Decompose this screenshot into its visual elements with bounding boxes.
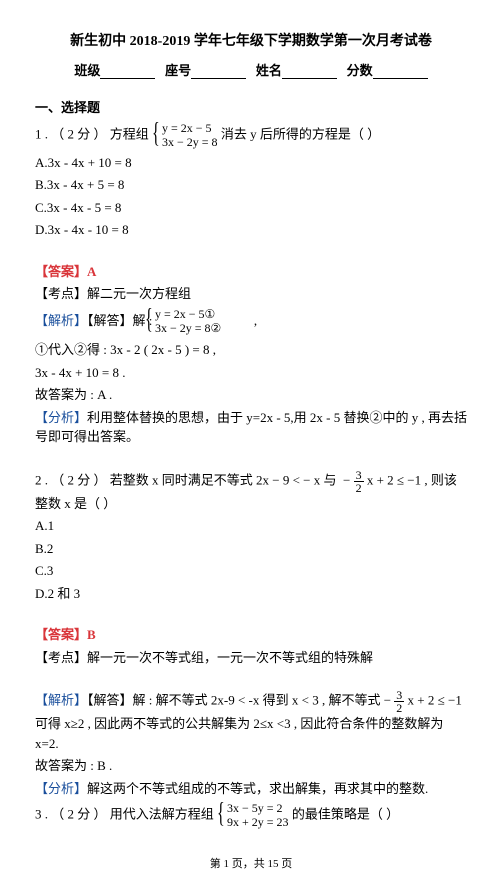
q1-expl-line1: 【解析】【解答】解 : , [35,311,467,331]
answer-label: 【答案】 [35,264,87,279]
footer-total: 15 [268,858,279,870]
exam-page: 新生初中 2018-2019 学年七年级下学期数学第一次月考试卷 班级 座号 姓… [0,0,502,891]
q3-stem-b: 的最佳策略是（ ） [292,806,399,821]
exam-title: 新生初中 2018-2019 学年七年级下学期数学第一次月考试卷 [35,30,467,50]
q1-answer: 【答案】A [35,262,467,282]
q2-stem: 2 . （ 2 分 ） 若整数 x 同时满足不等式 2x − 9 < − x 与… [35,469,467,514]
q1-optC: C.3x - 4x - 5 = 8 [35,198,467,218]
q2-topic: 【考点】解一元一次不等式组，一元一次不等式组的特殊解 [35,648,467,668]
q1-expl-a: 【解答】解 : [87,313,152,328]
q3-sys-top: 3x − 5y = 2 [227,801,289,815]
score-blank [373,65,428,79]
name-blank [282,65,337,79]
analysis-label: 【分析】 [35,410,87,425]
q1-stem: 1 . （ 2 分 ） 方程组 y = 2x − 5 3x − 2y = 8 消… [35,121,467,150]
q3-system: 3x − 5y = 2 9x + 2y = 23 [217,801,289,830]
q2-frac2: 32 [394,689,404,714]
q2-frac-expr: x + 2 ≤ −1 [367,472,421,487]
score-label: 分数 [347,63,373,78]
q2-expl-a: 【解答】解 : 解不等式 2x-9 < -x 得到 x < 3 , 解不等式 [87,693,384,708]
q3-sys-bot: 9x + 2y = 23 [227,815,289,829]
q2-frac2-num: 3 [394,689,404,702]
q2-frac: 32 [354,469,364,494]
q1-optD: D.3x - 4x - 10 = 8 [35,220,467,240]
q2-optA: A.1 [35,516,467,536]
q1-expl-b: ①代入②得 : 3x - 2 ( 2x - 5 ) = 8 , [35,340,467,360]
name-label: 姓名 [256,63,282,78]
q1-topic-val: 解二元一次方程组 [87,286,191,301]
q2-frac2-den: 2 [394,702,404,714]
q2-topic-val: 解一元一次不等式组，一元一次不等式组的特殊解 [87,650,373,665]
q1-system: y = 2x − 5 3x − 2y = 8 [152,121,218,150]
q2-expl: 【解析】【解答】解 : 解不等式 2x-9 < -x 得到 x < 3 , 解不… [35,689,467,753]
q1-optB: B.3x - 4x + 5 = 8 [35,175,467,195]
q2-analysis-val: 解这两个不等式组成的不等式，求出解集，再求其中的整数. [87,781,428,796]
q1-system2: y = 2x − 5① 3x − 2y = 8② [145,307,221,336]
q2-optC: C.3 [35,561,467,581]
q2-ans-val: B [87,627,96,642]
q1-sys-bot: 3x − 2y = 8 [162,135,218,149]
page-footer: 第 1 页，共 15 页 [35,855,467,871]
class-label: 班级 [74,63,100,78]
class-blank [100,65,155,79]
q2-expl-b: 可得 x≥2 , 因此两不等式的公共解集为 2≤x <3 , 因此符合条件的整数… [35,716,443,751]
q2-optB: B.2 [35,539,467,559]
info-row: 班级 座号 姓名 分数 [35,60,467,79]
q2-analysis: 【分析】解这两个不等式组成的不等式，求出解集，再求其中的整数. [35,779,467,799]
seat-blank [191,65,246,79]
q1-sys2-bot: 3x − 2y = 8② [155,321,221,335]
topic-label-2: 【考点】 [35,650,87,665]
q2-stem-a: 2 . （ 2 分 ） 若整数 x 同时满足不等式 2x − 9 < − x 与 [35,472,337,487]
q1-expl-comma: , [254,313,257,328]
q2-frac2-expr: x + 2 ≤ −1 [408,693,462,708]
q1-stem-b: 消去 y 后所得的方程是（ ） [221,126,380,141]
q1-expl-d: 故答案为 : A . [35,385,467,405]
expl-label-2: 【解析】 [35,693,87,708]
footer-c: 页 [281,858,292,870]
footer-a: 第 [210,858,221,870]
q1-optA: A.3x - 4x + 10 = 8 [35,153,467,173]
q3-stem: 3 . （ 2 分 ） 用代入法解方程组 3x − 5y = 2 9x + 2y… [35,801,467,830]
footer-num: 1 [224,858,230,870]
expl-label: 【解析】 [35,313,87,328]
topic-label: 【考点】 [35,286,87,301]
q2-frac-den: 2 [354,482,364,494]
q2-answer: 【答案】B [35,625,467,645]
q1-sys2-top: y = 2x − 5① [155,307,221,321]
q1-topic: 【考点】解二元一次方程组 [35,284,467,304]
seat-label: 座号 [165,63,191,78]
q1-expl-c: 3x - 4x + 10 = 8 . [35,363,467,383]
answer-label-2: 【答案】 [35,627,87,642]
q1-stem-a: 1 . （ 2 分 ） 方程组 [35,126,149,141]
q2-frac-num: 3 [354,469,364,482]
analysis-label-2: 【分析】 [35,781,87,796]
q1-analysis: 【分析】利用整体替换的思想，由于 y=2x - 5,用 2x - 5 替换②中的… [35,408,467,447]
q2-expl-c: 故答案为 : B . [35,756,467,776]
q3-stem-a: 3 . （ 2 分 ） 用代入法解方程组 [35,806,214,821]
q1-ans-val: A [87,264,96,279]
section-heading: 一、选择题 [35,97,467,116]
q1-sys-top: y = 2x − 5 [162,121,218,135]
footer-b: 页，共 [232,858,265,870]
q1-analysis-val: 利用整体替换的思想，由于 y=2x - 5,用 2x - 5 替换②中的 y ,… [35,410,467,445]
q2-optD: D.2 和 3 [35,584,467,604]
